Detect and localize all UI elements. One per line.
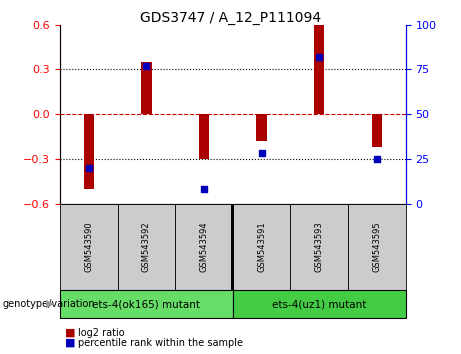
Bar [83, 114, 94, 189]
Bar [141, 62, 152, 114]
Bar [199, 114, 209, 159]
Text: ets-4(uz1) mutant: ets-4(uz1) mutant [272, 299, 366, 309]
Bar [372, 114, 382, 147]
Text: GSM543592: GSM543592 [142, 222, 151, 272]
Point [85, 165, 92, 171]
Text: GSM543591: GSM543591 [257, 222, 266, 272]
Bar [256, 114, 267, 141]
Text: ■: ■ [65, 338, 75, 348]
Text: genotype/variation: genotype/variation [2, 299, 95, 309]
Text: ▶: ▶ [47, 299, 55, 309]
Text: log2 ratio: log2 ratio [78, 328, 125, 338]
Bar [314, 25, 325, 114]
Text: GSM543590: GSM543590 [84, 222, 93, 272]
Text: GSM543594: GSM543594 [200, 222, 208, 272]
Text: ets-4(ok165) mutant: ets-4(ok165) mutant [92, 299, 201, 309]
Point [142, 63, 150, 69]
Text: ■: ■ [65, 328, 75, 338]
Text: percentile rank within the sample: percentile rank within the sample [78, 338, 243, 348]
Point [315, 54, 323, 60]
Text: GSM543595: GSM543595 [372, 222, 381, 272]
Point [373, 156, 381, 162]
Point [200, 187, 207, 192]
Text: GSM543593: GSM543593 [315, 222, 324, 272]
Point [258, 151, 266, 156]
Text: GDS3747 / A_12_P111094: GDS3747 / A_12_P111094 [140, 11, 321, 25]
